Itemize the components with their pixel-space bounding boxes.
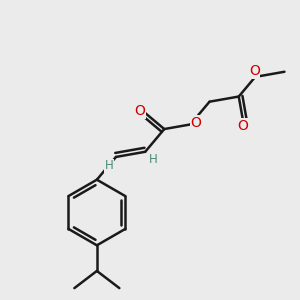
Text: O: O [190,116,202,130]
Text: H: H [148,153,158,166]
Text: H: H [105,159,113,172]
Text: O: O [238,118,248,133]
Text: O: O [134,104,145,118]
Text: O: O [249,64,260,78]
